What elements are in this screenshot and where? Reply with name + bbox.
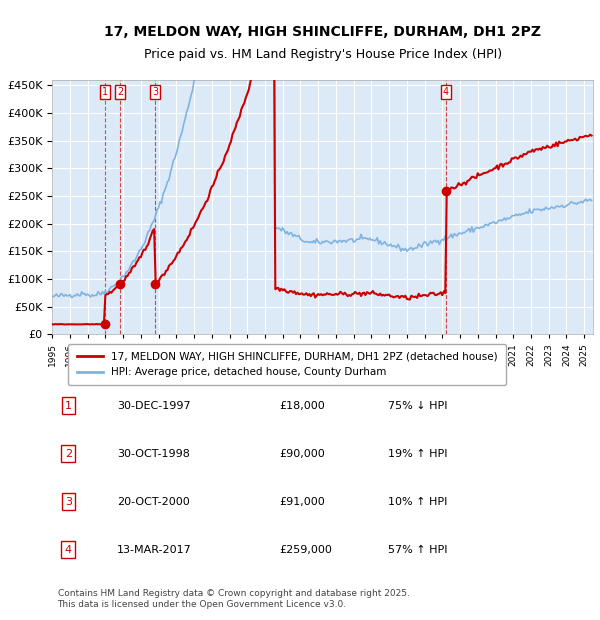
Text: 2: 2 [117, 87, 123, 97]
Text: 75% ↓ HPI: 75% ↓ HPI [388, 401, 447, 411]
Text: 3: 3 [65, 497, 72, 507]
Text: Contains HM Land Registry data © Crown copyright and database right 2025.
This d: Contains HM Land Registry data © Crown c… [58, 589, 409, 609]
Text: 13-MAR-2017: 13-MAR-2017 [117, 545, 192, 555]
Text: 30-OCT-1998: 30-OCT-1998 [117, 449, 190, 459]
Text: 4: 4 [65, 545, 72, 555]
Text: £91,000: £91,000 [280, 497, 325, 507]
Legend: 17, MELDON WAY, HIGH SHINCLIFFE, DURHAM, DH1 2PZ (detached house), HPI: Average : 17, MELDON WAY, HIGH SHINCLIFFE, DURHAM,… [68, 343, 506, 386]
Text: 10% ↑ HPI: 10% ↑ HPI [388, 497, 447, 507]
Text: £18,000: £18,000 [280, 401, 325, 411]
Text: 17, MELDON WAY, HIGH SHINCLIFFE, DURHAM, DH1 2PZ: 17, MELDON WAY, HIGH SHINCLIFFE, DURHAM,… [104, 25, 541, 39]
Text: 20-OCT-2000: 20-OCT-2000 [117, 497, 190, 507]
Text: 4: 4 [443, 87, 449, 97]
Text: £259,000: £259,000 [280, 545, 332, 555]
Text: 30-DEC-1997: 30-DEC-1997 [117, 401, 191, 411]
Text: 57% ↑ HPI: 57% ↑ HPI [388, 545, 447, 555]
Text: 19% ↑ HPI: 19% ↑ HPI [388, 449, 447, 459]
Text: 1: 1 [65, 401, 72, 411]
Text: 3: 3 [152, 87, 158, 97]
Text: Price paid vs. HM Land Registry's House Price Index (HPI): Price paid vs. HM Land Registry's House … [143, 48, 502, 61]
Text: 1: 1 [102, 87, 108, 97]
Text: 2: 2 [65, 449, 72, 459]
Text: £90,000: £90,000 [280, 449, 325, 459]
